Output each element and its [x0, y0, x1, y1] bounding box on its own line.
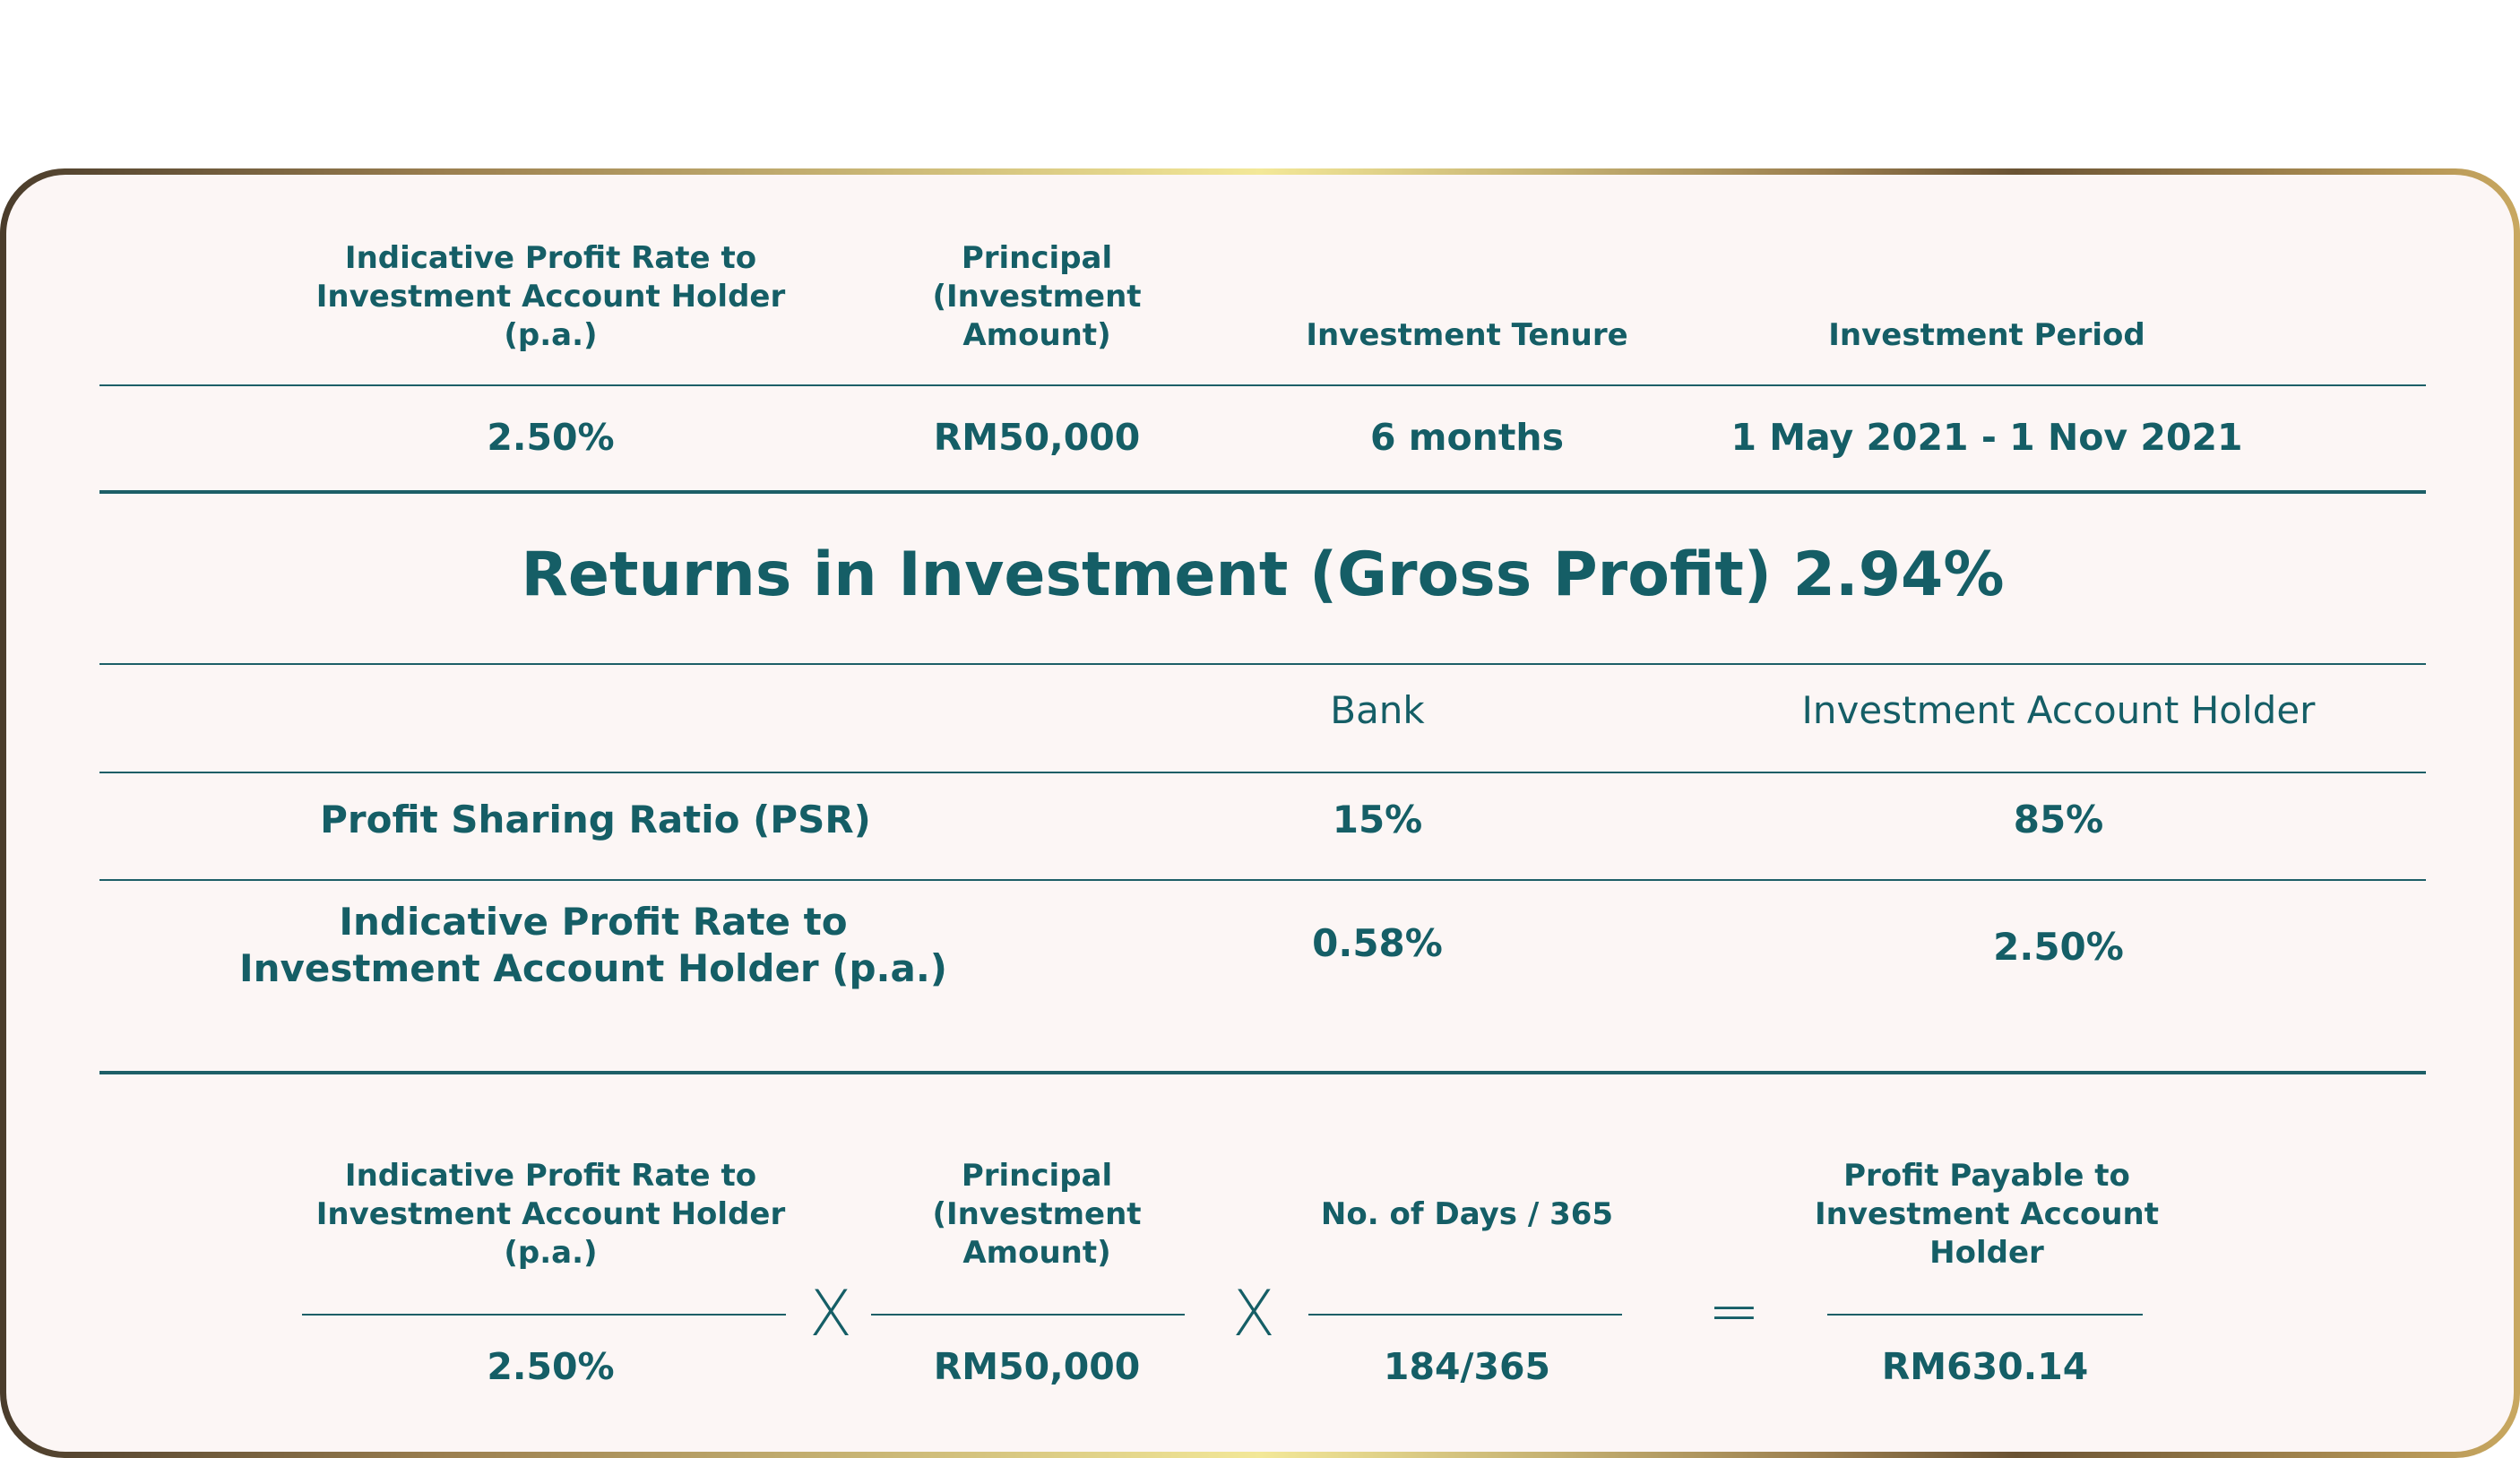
fraction-bar	[871, 1314, 1185, 1316]
header-principal: Principal (Investment Amount)	[932, 240, 1142, 353]
formula-value-profit-rate: 2.50%	[487, 1345, 615, 1388]
psr-bank-value: 15%	[1332, 798, 1423, 841]
card-border: Indicative Profit Rate to Investment Acc…	[0, 168, 2520, 1458]
value-tenure: 6 months	[1369, 416, 1565, 459]
header-indicative-profit-rate: Indicative Profit Rate to Investment Acc…	[315, 240, 786, 353]
row-label-psr: Profit Sharing Ratio (PSR)	[320, 798, 871, 841]
rate-holder-value: 2.50%	[1993, 925, 2124, 969]
header-investment-period: Investment Period	[1828, 317, 2145, 353]
psr-holder-value: 85%	[2013, 798, 2104, 841]
divider-thick	[99, 490, 2426, 494]
row-label-indicative-profit-rate: Indicative Profit Rate to Investment Acc…	[239, 900, 947, 990]
fraction-bar	[1827, 1314, 2143, 1316]
divider	[99, 663, 2426, 665]
fraction-bar	[302, 1314, 786, 1316]
divider	[99, 772, 2426, 773]
header-investment-tenure: Investment Tenure	[1306, 317, 1628, 353]
divider-thick	[99, 1071, 2426, 1074]
returns-title: Returns in Investment (Gross Profit) 2.9…	[521, 539, 2005, 610]
column-investment-account-holder: Investment Account Holder	[1801, 688, 2316, 732]
multiply-operator: X	[809, 1277, 852, 1350]
fraction-bar	[1308, 1314, 1622, 1316]
divider	[99, 879, 2426, 881]
profit-calculation-card: Indicative Profit Rate to Investment Acc…	[6, 175, 2514, 1452]
formula-label-days: No. of Days / 365	[1320, 1196, 1614, 1232]
divider	[99, 384, 2426, 386]
formula-label-principal: Principal (Investment Amount)	[932, 1158, 1142, 1271]
formula-value-days: 184/365	[1383, 1345, 1551, 1388]
formula-label-profit-rate: Indicative Profit Rate to Investment Acc…	[315, 1158, 786, 1271]
formula-label-profit-payable: Profit Payable to Investment Account Hol…	[1815, 1158, 2159, 1271]
multiply-operator: X	[1232, 1277, 1275, 1350]
formula-value-principal: RM50,000	[933, 1345, 1141, 1388]
value-period: 1 May 2021 - 1 Nov 2021	[1730, 416, 2243, 459]
value-principal: RM50,000	[933, 416, 1141, 459]
column-bank: Bank	[1330, 688, 1425, 732]
value-profit-rate: 2.50%	[487, 416, 615, 459]
formula-value-profit-payable: RM630.14	[1881, 1345, 2089, 1388]
equals-operator: =	[1707, 1274, 1761, 1348]
rate-bank-value: 0.58%	[1312, 921, 1443, 965]
